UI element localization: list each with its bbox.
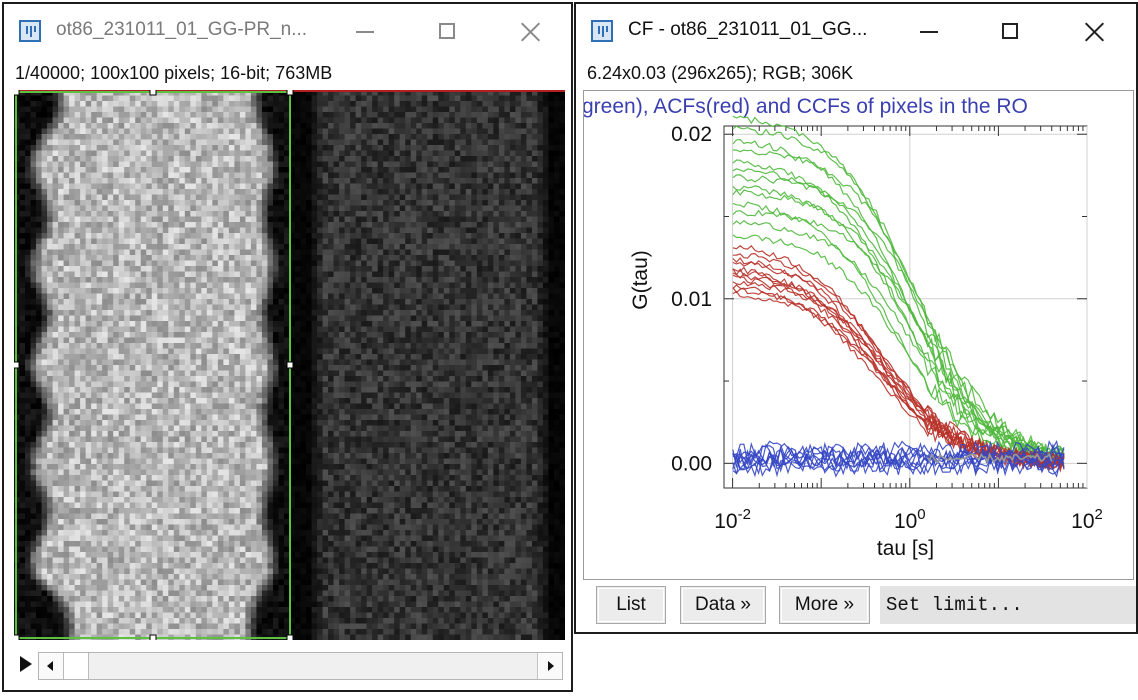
plot-button-row: List Data » More » Set limit... [576, 582, 1136, 632]
x-axis-label: tau [s] [877, 537, 934, 560]
stack-controls [14, 650, 565, 684]
image-pixels [14, 90, 565, 640]
image-window-titlebar[interactable]: ot86_231011_01_GG-PR_n... [4, 4, 571, 60]
y-tick-label: 0.00 [671, 452, 712, 475]
plot-info: 6.24x0.03 (296x265); RGB; 306K [587, 63, 854, 83]
close-icon[interactable] [1080, 18, 1108, 46]
series-line [732, 201, 1065, 468]
series-line [732, 287, 1065, 472]
minimize-icon[interactable] [915, 18, 943, 46]
roi-handle[interactable] [14, 90, 20, 96]
roi-handle[interactable] [149, 634, 157, 640]
series-line [732, 189, 1065, 466]
close-icon[interactable] [516, 18, 544, 46]
plot-area[interactable]: green), ACFs(red) and CCFs of pixels in … [583, 90, 1134, 580]
series-line [732, 115, 1065, 459]
roi-handle[interactable] [14, 361, 20, 369]
series-line [732, 448, 1065, 472]
series-line [732, 455, 1065, 478]
scroll-right-icon[interactable] [537, 653, 562, 679]
minimize-icon[interactable] [351, 18, 379, 46]
imagej-app-icon [19, 20, 41, 42]
roi-handle[interactable] [149, 90, 157, 96]
list-button[interactable]: List [596, 586, 666, 624]
y-tick-label: 0.01 [671, 288, 712, 311]
series-line [732, 441, 1065, 465]
series-line [732, 185, 1065, 468]
roi-handle[interactable] [286, 634, 294, 640]
chart-ticks [724, 126, 1087, 488]
plot-window-titlebar[interactable]: CF - ot86_231011_01_GG... [576, 4, 1136, 60]
data-button[interactable]: Data » [680, 586, 766, 624]
y-tick-label: 0.02 [671, 123, 712, 146]
scroll-left-icon[interactable] [39, 653, 64, 679]
image-window[interactable]: ot86_231011_01_GG-PR_n... 1/40000; 100x1… [2, 2, 573, 692]
maximize-icon[interactable] [996, 18, 1024, 46]
series-line [732, 149, 1065, 457]
plot-title: green), ACFs(red) and CCFs of pixels in … [583, 95, 1028, 118]
more-button[interactable]: More » [779, 586, 870, 624]
image-canvas[interactable] [14, 90, 565, 640]
roi-handle[interactable] [286, 90, 294, 96]
roi-handle[interactable] [14, 634, 20, 640]
image-info: 1/40000; 100x100 pixels; 16-bit; 763MB [15, 63, 333, 83]
imagej-app-icon [591, 20, 613, 42]
window-title: ot86_231011_01_GG-PR_n... [56, 19, 308, 40]
series-line [926, 452, 1053, 465]
set-limit-field[interactable]: Set limit... [880, 586, 1136, 624]
correlation-chart: 0.00 0.01 0.02 10-2 100 102 tau [s] G(tau) [629, 115, 1103, 560]
chart-plot-area [723, 125, 1088, 489]
x-tick-label: 10-2 [714, 506, 751, 533]
x-tick-label: 102 [1071, 506, 1103, 533]
y-axis-label: G(tau) [629, 250, 652, 310]
window-title: CF - ot86_231011_01_GG... [628, 19, 868, 40]
series-line [732, 209, 1065, 461]
scroll-thumb[interactable] [63, 653, 89, 679]
series-line [732, 445, 1065, 469]
chart-tick-labels: 0.00 0.01 0.02 10-2 100 102 [671, 123, 1103, 533]
plot-window[interactable]: CF - ot86_231011_01_GG... 6.24x0.03 (296… [574, 2, 1138, 634]
play-icon[interactable] [20, 656, 32, 672]
maximize-icon[interactable] [433, 18, 461, 46]
chart-curves [732, 115, 1065, 478]
roi-handle[interactable] [286, 361, 294, 369]
x-tick-label: 100 [894, 506, 926, 533]
stack-slider[interactable] [38, 652, 563, 680]
